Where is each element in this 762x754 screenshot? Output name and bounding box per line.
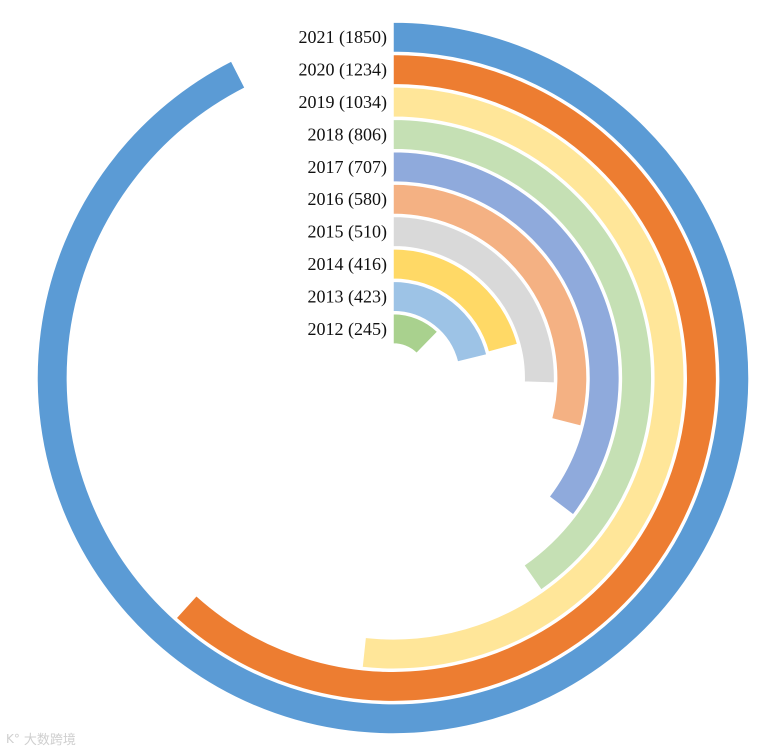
arcs-layer xyxy=(36,21,750,735)
watermark-text: 大数跨境 xyxy=(23,733,76,748)
arc-2013 xyxy=(392,280,488,364)
ring-label-2020: 2020 (1234) xyxy=(299,60,388,81)
ring-label-2019: 2019 (1034) xyxy=(299,92,388,113)
arc-2012 xyxy=(392,312,439,355)
ring-label-2021: 2021 (1850) xyxy=(299,27,388,48)
arc-2014 xyxy=(392,248,519,354)
arc-2017 xyxy=(392,150,621,517)
arc-2019 xyxy=(361,86,685,670)
ring-label-2013: 2013 (423) xyxy=(308,286,388,307)
watermark: K° 大数跨境 xyxy=(6,729,76,749)
ring-label-2017: 2017 (707) xyxy=(308,157,388,178)
arc-2020 xyxy=(174,53,718,703)
arc-2015 xyxy=(392,215,556,384)
ring-label-2016: 2016 (580) xyxy=(308,189,388,210)
ring-label-2014: 2014 (416) xyxy=(308,254,388,275)
arc-2016 xyxy=(392,183,588,428)
watermark-logo-icon: K° xyxy=(6,731,20,746)
ring-label-2012: 2012 (245) xyxy=(308,319,388,340)
arc-2018 xyxy=(392,118,653,592)
ring-label-2015: 2015 (510) xyxy=(308,222,388,243)
labels-layer: 2021 (1850) 2020 (1234) 2019 (1034) 2018 (8… xyxy=(299,27,388,340)
ring-label-2018: 2018 (806) xyxy=(308,124,388,145)
arc-2021 xyxy=(36,21,750,735)
